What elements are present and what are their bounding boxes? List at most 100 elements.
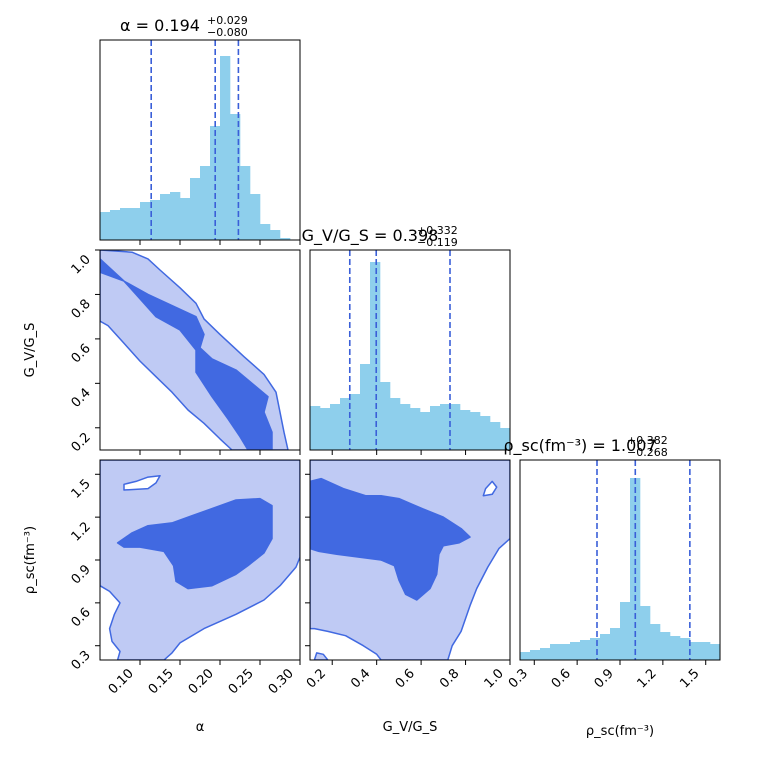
hist-bar	[430, 406, 441, 450]
contour-rho-gv-xtick-label: 1.0	[482, 666, 507, 691]
hist-bar	[360, 364, 371, 450]
hist-bar	[700, 642, 711, 660]
hist-bar	[170, 192, 181, 240]
panel-title: ρ_sc(fm⁻³) = 1.007	[503, 436, 656, 456]
title-lower-error: −0.119	[417, 236, 458, 249]
title-lower-error: −0.268	[627, 446, 668, 459]
hist-bar	[620, 602, 631, 660]
contour-rho-alpha-xtick-label: 0.15	[146, 666, 177, 697]
title-upper-error: +0.029	[207, 14, 248, 27]
hist-bar	[670, 636, 681, 660]
contour-rho-gv-xtick-label: 0.2	[304, 666, 329, 691]
hist-bar	[400, 404, 411, 450]
hist-bar	[340, 398, 351, 450]
hist-bar	[470, 412, 481, 450]
hist-bar	[350, 394, 361, 450]
hist-bar	[380, 382, 391, 450]
hist-bar	[310, 406, 321, 450]
hist-alpha	[100, 56, 291, 240]
contour-gv-alpha	[100, 250, 289, 450]
hist-bar	[490, 422, 501, 450]
hist-gv	[310, 262, 510, 450]
hist-bar	[220, 56, 231, 240]
contour-rho-alpha-xtick-label: 0.25	[226, 666, 257, 697]
hist-bar	[230, 114, 241, 240]
hist-rho-xtick-label: 0.3	[506, 666, 531, 691]
hist-bar	[580, 640, 591, 660]
hist-bar	[500, 428, 510, 450]
contour-rho-gv-xtick-label: 0.4	[348, 666, 373, 691]
hist-bar	[280, 238, 291, 240]
x-axis-label-alpha: α	[196, 720, 205, 735]
contour-gv-alpha-ytick-label: 0.6	[69, 341, 94, 366]
hist-bar	[600, 634, 611, 660]
contour-rho-gv-xtick-label: 0.6	[393, 666, 418, 691]
hist-rho-xtick-label: 0.6	[549, 666, 574, 691]
hist-rho-xtick-label: 1.2	[634, 666, 659, 691]
contour-gv-alpha-ytick-label: 1.0	[69, 252, 94, 277]
contour-gv-alpha-ytick-label: 0.8	[69, 297, 94, 322]
hist-bar	[270, 230, 281, 240]
hist-bar	[370, 262, 381, 450]
hist-bar	[100, 212, 111, 240]
contour-rho-alpha-ytick-label: 1.5	[69, 477, 94, 502]
title-upper-error: +0.332	[417, 224, 458, 237]
hist-bar	[650, 624, 661, 660]
hist-bar	[160, 194, 171, 240]
hist-bar	[240, 166, 251, 240]
hist-bar	[710, 644, 720, 660]
contour-rho-gv	[310, 460, 510, 660]
hist-bar	[120, 208, 131, 240]
hist-bar	[570, 642, 581, 660]
hist-rho-xtick-label: 1.5	[677, 666, 702, 691]
hist-alpha-frame	[99, 39, 301, 241]
hist-bar	[440, 404, 451, 450]
hist-bar	[420, 412, 431, 450]
contour-rho-alpha-ytick-label: 0.9	[69, 562, 94, 587]
contour-inner-region	[310, 477, 471, 601]
hist-bar	[690, 642, 701, 660]
y-axis-label-rho: ρ_sc(fm⁻³)	[23, 526, 38, 594]
hist-bar	[680, 638, 691, 660]
contour-rho-alpha-xtick-label: 0.10	[106, 666, 137, 697]
contour-rho-gv-xtick-label: 0.8	[437, 666, 462, 691]
hist-bar	[150, 200, 161, 240]
contour-rho-alpha-ytick-label: 0.3	[69, 648, 94, 673]
hist-bar	[140, 202, 151, 240]
hist-bar	[110, 210, 121, 240]
hist-bar	[640, 606, 651, 660]
hist-bar	[540, 648, 551, 660]
contour-gv-alpha-ytick-label: 0.4	[69, 386, 94, 411]
hist-bar	[530, 650, 541, 660]
contour-rho-alpha-ytick-label: 0.6	[69, 605, 94, 630]
hist-bar	[460, 410, 471, 450]
hist-bar	[450, 404, 461, 450]
hist-bar	[550, 644, 561, 660]
hist-rho-xtick-label: 0.9	[592, 666, 617, 691]
contour-rho-alpha-xtick-label: 0.20	[186, 666, 217, 697]
x-axis-label-gv: G_V/G_S	[383, 720, 438, 735]
title-lower-error: −0.080	[207, 26, 248, 39]
contour-inner-region	[100, 258, 273, 450]
hist-bar	[330, 404, 341, 450]
hist-bar	[260, 224, 271, 240]
contour-rho-alpha-ytick-label: 1.2	[69, 519, 94, 544]
x-axis-label-rho: ρ_sc(fm⁻³)	[586, 724, 654, 739]
hist-bar	[520, 652, 531, 660]
contour-inner-region	[116, 497, 273, 590]
hist-bar	[250, 194, 261, 240]
contour-gv-alpha-frame	[99, 249, 301, 451]
hist-bar	[560, 644, 571, 660]
contour-gv-alpha-ytick-label: 0.2	[69, 430, 94, 455]
contour-rho-alpha-xtick-label: 0.30	[266, 666, 297, 697]
hist-bar	[590, 638, 601, 660]
hist-bar	[210, 126, 221, 240]
hist-bar	[190, 178, 201, 240]
title-upper-error: +0.382	[627, 434, 668, 447]
panel-title: G_V/G_S = 0.398	[302, 226, 439, 246]
hist-bar	[660, 632, 671, 660]
hist-bar	[480, 416, 491, 450]
hist-gv-frame	[309, 249, 511, 451]
hist-bar	[390, 398, 401, 450]
